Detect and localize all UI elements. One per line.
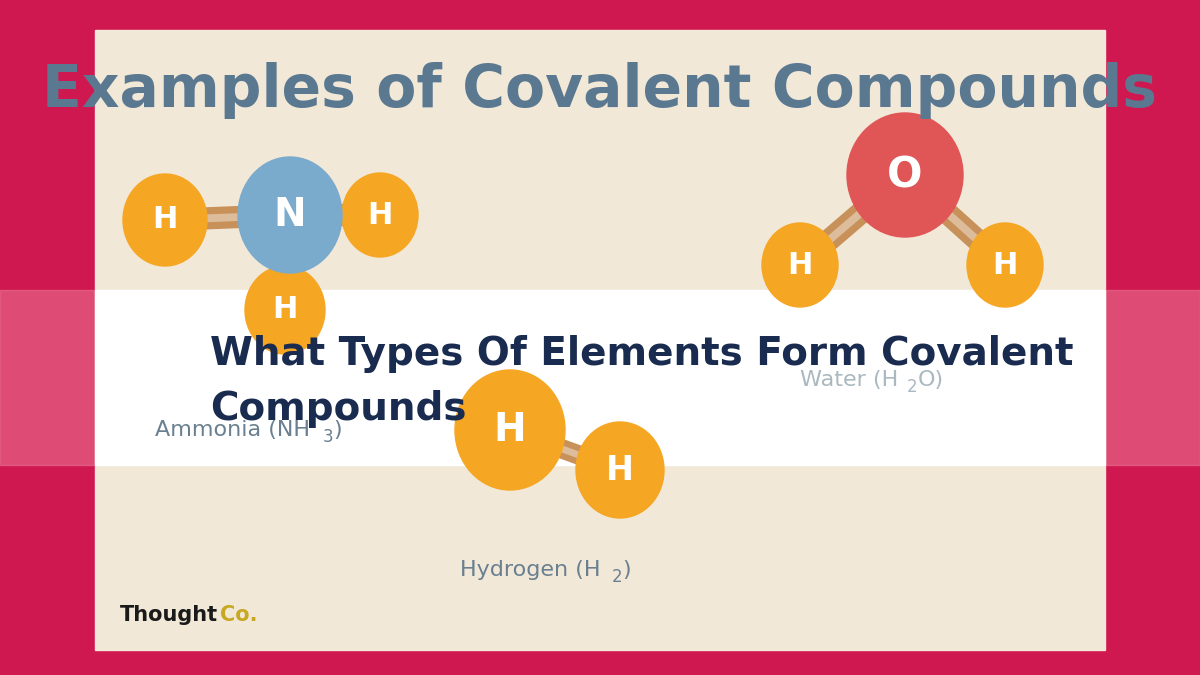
Bar: [0, 290, 95, 465]
Text: N: N: [274, 196, 306, 234]
Text: H: H: [992, 250, 1018, 279]
Text: 3: 3: [323, 428, 334, 446]
Ellipse shape: [967, 223, 1043, 307]
Ellipse shape: [576, 422, 664, 518]
Text: Examples of Covalent Compounds: Examples of Covalent Compounds: [42, 62, 1158, 119]
Text: H: H: [272, 296, 298, 325]
Text: Compounds: Compounds: [210, 390, 467, 428]
Text: O: O: [887, 154, 923, 196]
Bar: [95, 30, 1105, 650]
Text: Hydrogen (H: Hydrogen (H: [460, 560, 600, 580]
Bar: [95, 290, 1105, 465]
Bar: [1105, 290, 1200, 465]
Text: O): O): [918, 370, 944, 390]
Text: Co.: Co.: [220, 605, 258, 625]
Ellipse shape: [245, 266, 325, 354]
Text: ): ): [622, 560, 631, 580]
Ellipse shape: [342, 173, 418, 257]
Text: ): ): [334, 420, 342, 440]
Ellipse shape: [762, 223, 838, 307]
Text: What Types Of Elements Form Covalent: What Types Of Elements Form Covalent: [210, 335, 1074, 373]
Text: H: H: [493, 411, 527, 449]
Ellipse shape: [238, 157, 342, 273]
Text: Water (H: Water (H: [800, 370, 899, 390]
Ellipse shape: [847, 113, 964, 237]
Text: Thought: Thought: [120, 605, 218, 625]
Text: 2: 2: [907, 378, 918, 396]
Text: Ammonia (NH: Ammonia (NH: [155, 420, 310, 440]
Ellipse shape: [124, 174, 208, 266]
Text: H: H: [367, 200, 392, 230]
Text: 2: 2: [612, 568, 623, 586]
Text: H: H: [152, 205, 178, 234]
Text: H: H: [787, 250, 812, 279]
Ellipse shape: [455, 370, 565, 490]
Text: H: H: [606, 454, 634, 487]
